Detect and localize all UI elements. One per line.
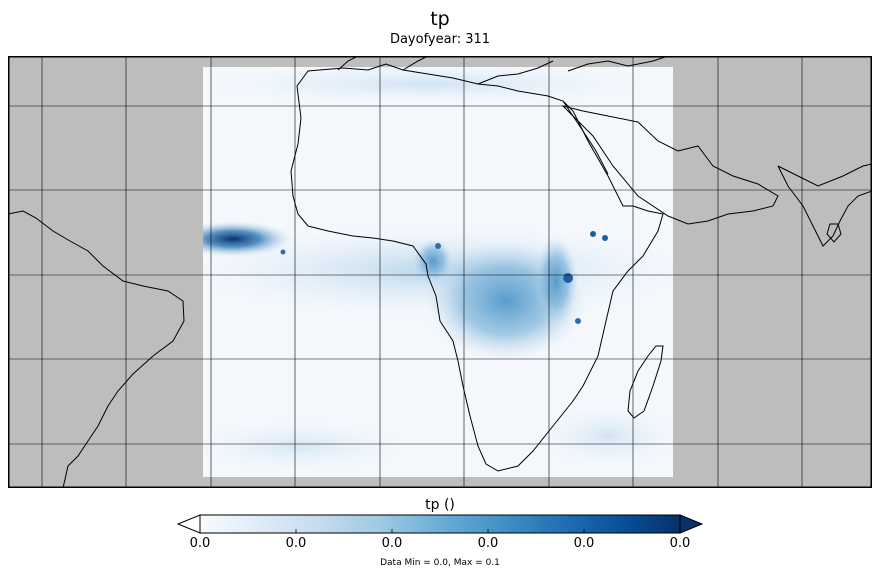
rain-spot	[575, 318, 581, 324]
map-panel	[8, 56, 872, 488]
plot-title: tp	[430, 8, 450, 30]
colorbar-gradient	[199, 514, 681, 534]
rain-spot	[280, 249, 286, 255]
south-atlantic-band	[203, 421, 408, 471]
east-africa-rain	[534, 236, 578, 326]
south-america-coastline	[8, 210, 185, 488]
colorbar-svg	[176, 514, 704, 534]
west-atlantic-rain	[203, 221, 293, 257]
mediterranean-band	[203, 67, 658, 104]
madagascar-coastline	[627, 345, 664, 419]
rain-spot	[563, 273, 573, 283]
gulf-of-guinea-rain	[413, 239, 453, 283]
colorbar-tick-label: 0.0	[669, 536, 691, 551]
colorbar-tick-label: 0.0	[189, 536, 211, 551]
rain-spot	[435, 243, 441, 249]
colorbar-tick-label: 0.0	[381, 536, 403, 551]
precipitation-field	[203, 67, 673, 477]
africa-coastline	[290, 63, 664, 472]
rain-spot	[602, 235, 608, 241]
map-svg	[8, 56, 872, 488]
coastlines	[8, 56, 872, 488]
colorbar-tick-marks	[199, 529, 681, 533]
colorbar-under-arrow	[176, 514, 201, 534]
europe-coastline	[337, 56, 669, 85]
colorbar-tick-label: 0.0	[573, 536, 595, 551]
colorbar-tick-label: 0.0	[477, 536, 499, 551]
rain-spot	[590, 231, 596, 237]
sri-lanka-coastline	[826, 223, 842, 243]
colorbar	[176, 514, 704, 534]
colorbar-tick-label: 0.0	[285, 536, 307, 551]
colorbar-label: tp ()	[425, 497, 455, 513]
red-sea-coastline	[562, 100, 609, 175]
gridlines	[8, 56, 872, 488]
india-coastline	[777, 163, 872, 247]
indian-ocean-band	[538, 406, 673, 466]
colorbar-over-arrow	[679, 514, 704, 534]
map-frame	[8, 56, 872, 488]
plot-subtitle: Dayofyear: 311	[389, 32, 491, 47]
data-range-footnote: Data Min = 0.0, Max = 0.1	[380, 558, 500, 568]
arabia-coastline	[561, 105, 779, 225]
